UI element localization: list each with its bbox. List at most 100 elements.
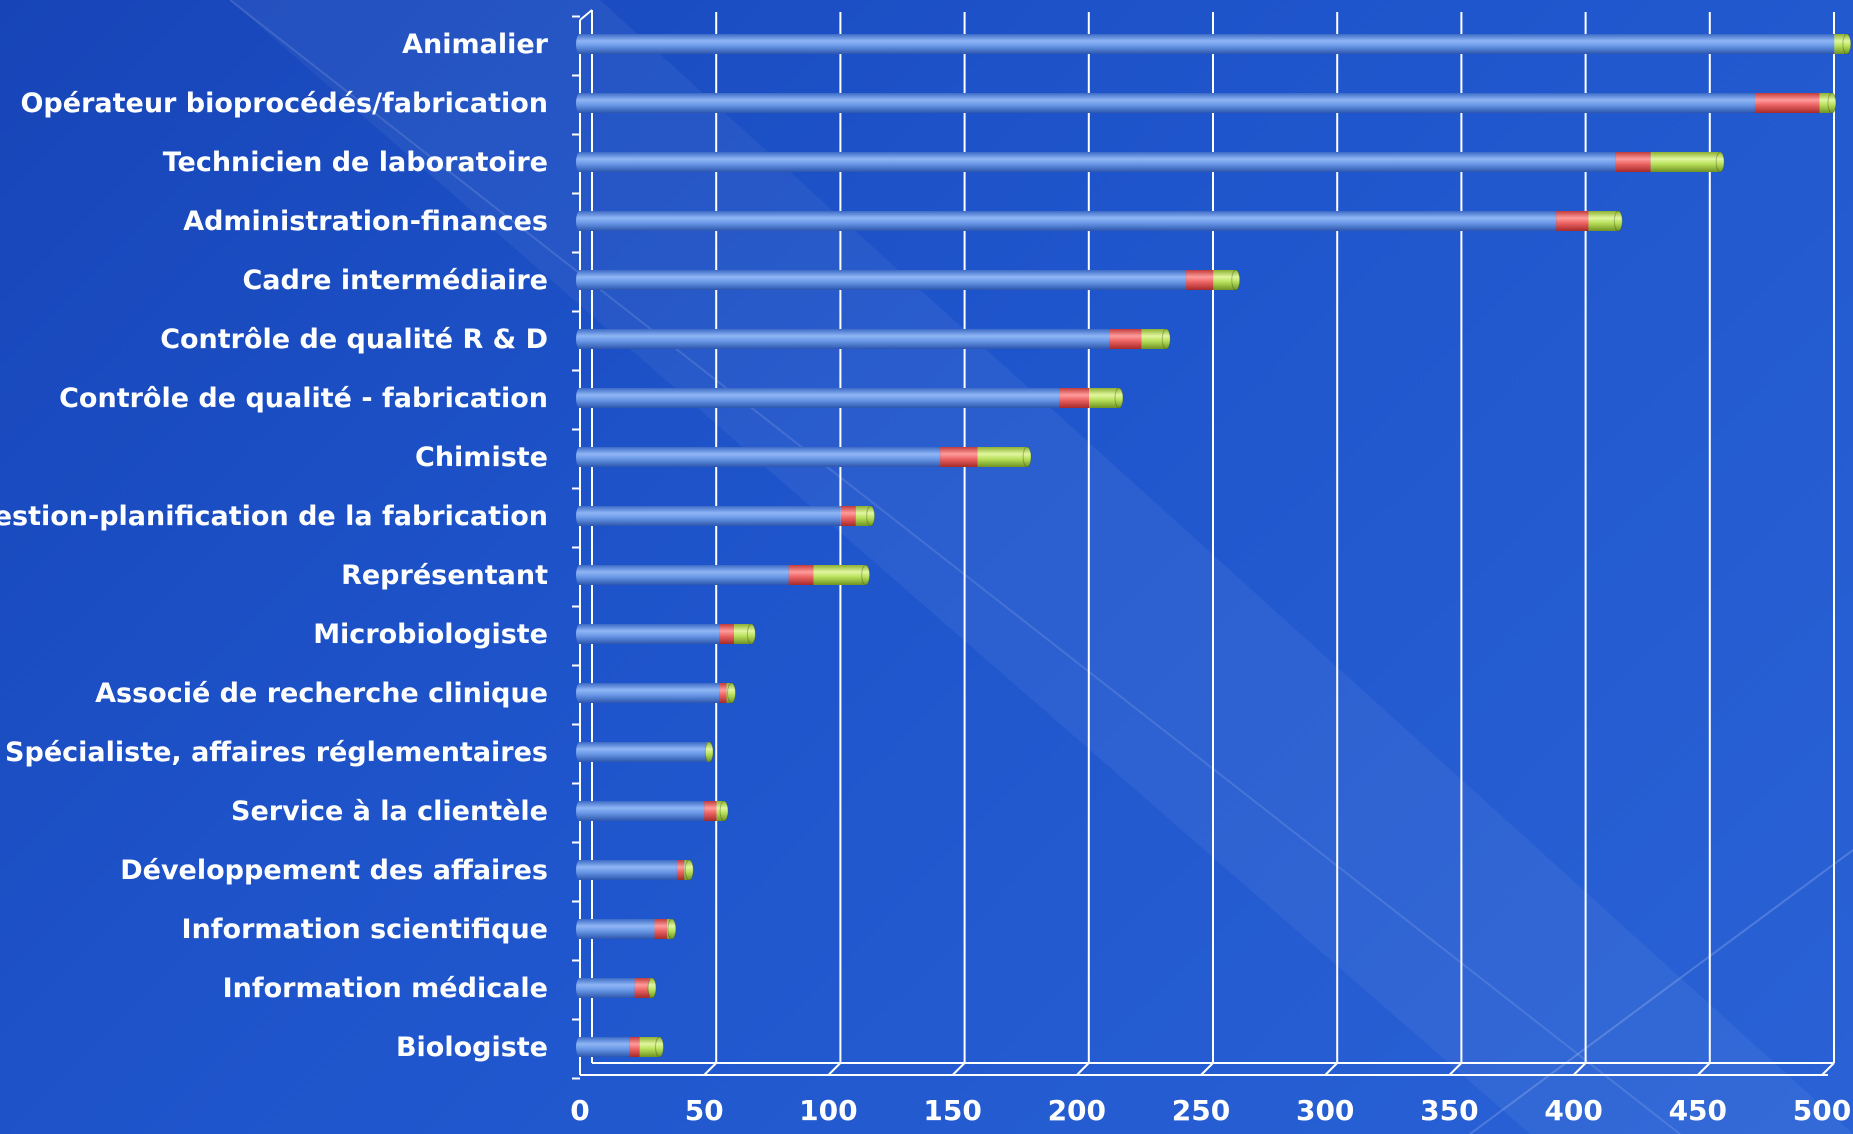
bar-segment-series-1	[580, 742, 707, 762]
bar-end-cap	[704, 741, 714, 763]
gridline-foot	[1200, 1062, 1214, 1076]
bar-segment-series-2	[840, 506, 856, 526]
bar-segment-series-2	[1109, 329, 1142, 349]
bar-segment-series-2	[1059, 388, 1090, 408]
bar-segment-series-2	[1186, 270, 1214, 290]
bar-end-cap	[1715, 151, 1725, 173]
bar-end-cap	[684, 859, 694, 881]
bar-segment-series-3	[977, 447, 1028, 467]
bar-segment-series-1	[580, 860, 677, 880]
gridline-foot	[1572, 1062, 1587, 1076]
category-label: Spécialiste, affaires réglementaires	[5, 737, 548, 768]
category-label: Opérateur bioprocédés/fabrication	[20, 88, 548, 119]
gridline-foot	[1821, 1062, 1835, 1076]
bar-segment-series-1	[580, 624, 720, 644]
bar-start-cap	[576, 93, 584, 113]
bar-start-cap	[576, 683, 584, 703]
category-label: Information médicale	[223, 973, 548, 1004]
category-label: Associé de recherche clinique	[95, 678, 548, 709]
bar-row	[576, 446, 1032, 468]
gridline-foot	[703, 1062, 717, 1076]
bar-row	[576, 1036, 664, 1058]
bars	[576, 33, 1852, 1058]
bar-end-cap	[1022, 446, 1032, 468]
bar-segment-series-3	[1650, 152, 1721, 172]
bar-segment-series-3	[1089, 388, 1120, 408]
bar-segment-series-2	[654, 919, 667, 939]
grid	[703, 12, 1835, 1076]
bar-segment-series-1	[580, 211, 1557, 231]
x-tick-label: 300	[1296, 1094, 1354, 1127]
bar-end-cap	[1161, 328, 1171, 350]
bar-row	[576, 328, 1171, 350]
category-label: Biologiste	[396, 1032, 548, 1063]
bar-row	[576, 682, 737, 704]
bar-end-cap	[1613, 210, 1623, 232]
axes	[572, 9, 1834, 1080]
category-label: Service à la clientèle	[231, 796, 548, 827]
bar-segment-series-1	[580, 152, 1616, 172]
bar-row	[576, 800, 729, 822]
bar-segment-series-1	[580, 565, 789, 585]
bar-start-cap	[576, 801, 584, 821]
bar-segment-series-1	[580, 93, 1755, 113]
bar-segment-series-1	[580, 34, 1835, 54]
x-tick-label: 250	[1172, 1094, 1230, 1127]
bar-start-cap	[576, 152, 584, 172]
bar-start-cap	[576, 506, 584, 526]
bar-row	[576, 210, 1623, 232]
category-labels: Animalier Opérateur bioprocédés/fabricati…	[0, 29, 549, 1063]
x-tick-label: 500	[1793, 1094, 1851, 1127]
category-label: Contrôle de qualité - fabrication	[59, 383, 548, 414]
bar-end-cap	[667, 918, 677, 940]
bar-start-cap	[576, 742, 584, 762]
bar-start-cap	[576, 447, 584, 467]
x-tick-label: 450	[1669, 1094, 1727, 1127]
category-label: Technicien de laboratoire	[163, 147, 548, 178]
bar-row	[576, 741, 714, 763]
bar-row	[576, 33, 1852, 55]
bar-segment-series-2	[1556, 211, 1589, 231]
bar-segment-series-1	[580, 978, 635, 998]
x-tick-label: 50	[685, 1094, 724, 1127]
x-tick-labels: 0 50 100 150 200 250 300 350 400 450 500	[570, 1094, 1851, 1127]
bar-end-cap	[746, 623, 756, 645]
bar-segment-series-3	[734, 624, 752, 644]
bar-segment-series-1	[580, 919, 655, 939]
bar-end-cap	[866, 505, 876, 527]
category-label: Cadre intermédiaire	[242, 265, 548, 296]
bar-end-cap	[1114, 387, 1124, 409]
bar-row	[576, 505, 876, 527]
bar-row	[576, 564, 871, 586]
bar-start-cap	[576, 1037, 584, 1057]
bar-row	[576, 918, 677, 940]
bar-start-cap	[576, 624, 584, 644]
bar-segment-series-1	[580, 1037, 630, 1057]
bar-row	[576, 859, 694, 881]
bar-start-cap	[576, 270, 584, 290]
bar-segment-series-1	[580, 447, 941, 467]
bar-segment-series-1	[580, 388, 1060, 408]
bar-segment-series-2	[634, 978, 650, 998]
bar-start-cap	[576, 34, 584, 54]
bar-start-cap	[576, 329, 584, 349]
bar-row	[576, 977, 657, 999]
axis-corner	[579, 9, 593, 21]
bar-segment-series-1	[580, 329, 1110, 349]
bar-row	[576, 387, 1124, 409]
x-tick-label: 200	[1048, 1094, 1106, 1127]
bar-segment-series-2	[719, 624, 735, 644]
x-tick-label: 400	[1544, 1094, 1602, 1127]
bar-row	[576, 269, 1241, 291]
bar-segment-series-1	[580, 801, 705, 821]
bar-end-cap	[727, 682, 737, 704]
x-tick-label: 350	[1420, 1094, 1478, 1127]
bar-segment-series-3	[813, 565, 866, 585]
category-label: Animalier	[402, 29, 549, 60]
x-tick-label: 150	[923, 1094, 981, 1127]
gridline-foot	[1324, 1062, 1338, 1076]
bar-end-cap	[861, 564, 871, 586]
bar-start-cap	[576, 565, 584, 585]
